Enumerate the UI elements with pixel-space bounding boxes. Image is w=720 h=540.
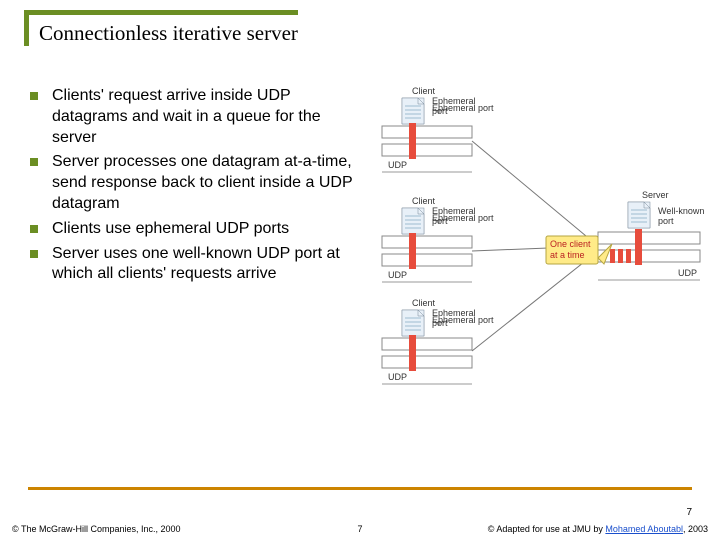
connection-line [472,141,598,246]
bullet-list: Clients' request arrive inside UDP datag… [30,86,360,285]
svg-text:Client: Client [412,196,436,206]
page-title: Connectionless iterative server [39,21,298,45]
svg-text:Ephemeral: Ephemeral [432,96,476,106]
svg-text:port: port [432,106,448,116]
svg-text:Client: Client [412,298,436,308]
footer-rule [28,487,692,490]
network-diagram: Client Ephemeral port UDP Client Ephemer… [370,86,705,396]
bullet-item: Clients use ephemeral UDP ports [30,219,360,240]
svg-text:UDP: UDP [388,372,407,382]
server-node: Server Well-knownport UDP [598,190,704,280]
svg-text:Client: Client [412,86,436,96]
svg-text:UDP: UDP [388,160,407,170]
svg-text:port: port [432,318,448,328]
page-number-small: 7 [686,507,692,518]
footer-right-suffix: , 2003 [683,524,708,534]
footer-right-prefix: © Adapted for use at JMU by [488,524,606,534]
diagram-svg: Client Ephemeral port UDP Client Ephemer… [370,86,705,396]
connection-line [472,251,598,351]
bullet-item: Clients' request arrive inside UDP datag… [30,86,360,148]
svg-text:Ephemeral: Ephemeral [432,308,476,318]
footer-copyright-right: © Adapted for use at JMU by Mohamed Abou… [488,524,708,534]
title-block: Connectionless iterative server [24,10,298,46]
svg-text:UDP: UDP [678,268,697,278]
bullet-content: Clients' request arrive inside UDP datag… [30,86,360,289]
svg-text:Server: Server [642,190,669,200]
svg-text:Ephemeral: Ephemeral [432,206,476,216]
svg-text:at a time: at a time [550,250,585,260]
svg-text:UDP: UDP [388,270,407,280]
svg-text:Well-knownport: Well-knownport [658,206,704,226]
bullet-item: Server processes one datagram at-a-time,… [30,152,360,214]
bullet-item: Server uses one well-known UDP port at w… [30,244,360,286]
footer-author-link[interactable]: Mohamed Aboutabl [605,524,683,534]
svg-text:One client: One client [550,239,591,249]
svg-text:port: port [432,216,448,226]
